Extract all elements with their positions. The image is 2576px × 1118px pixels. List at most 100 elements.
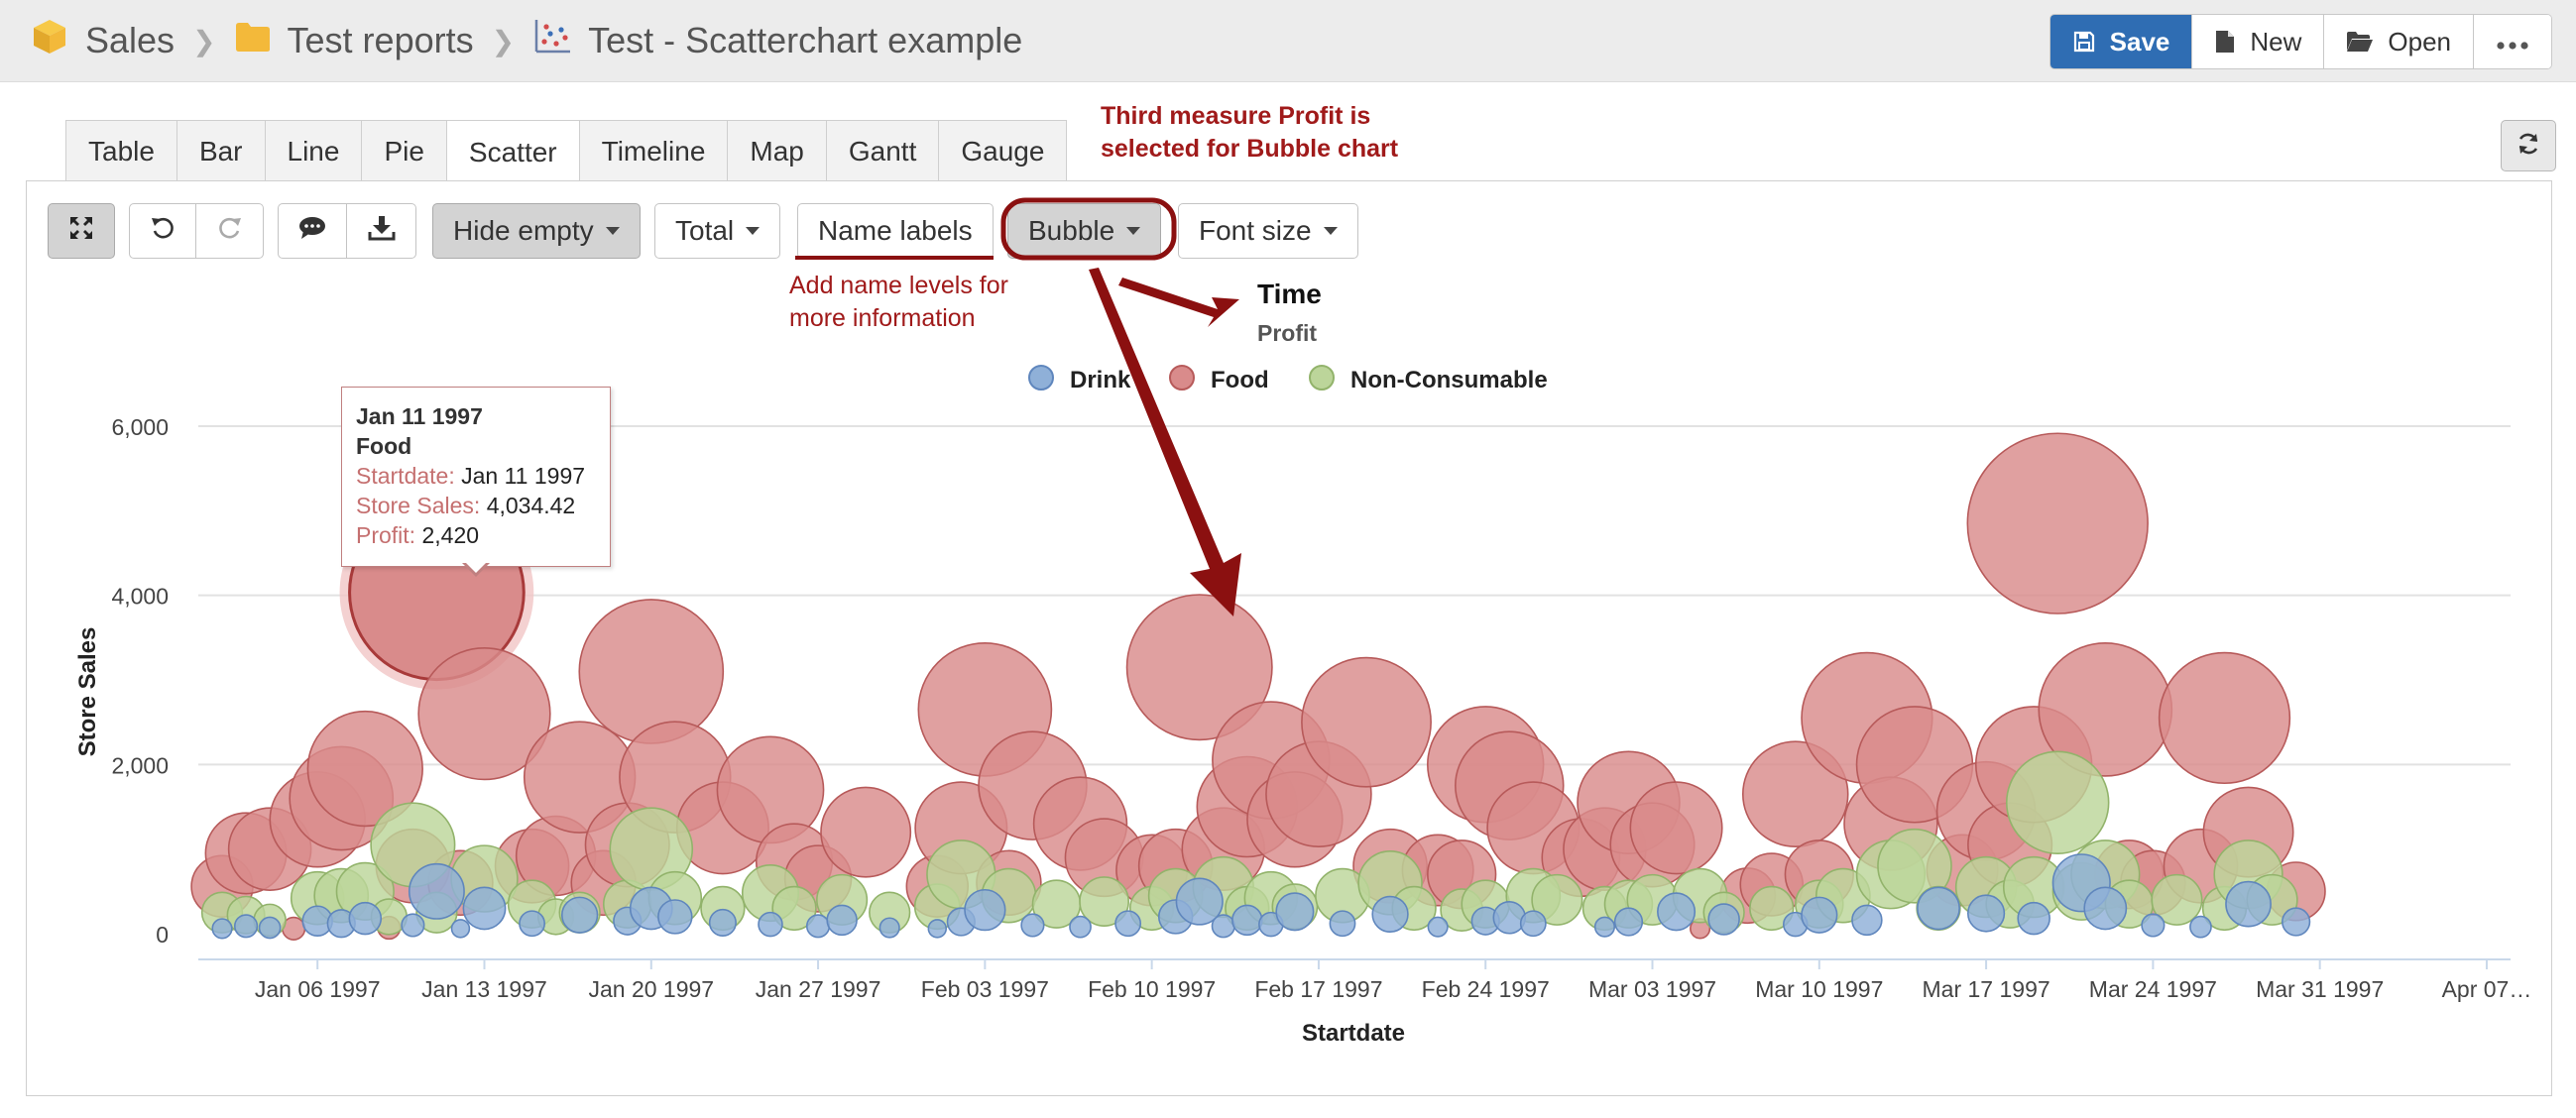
bubble-drink[interactable] <box>2017 901 2050 936</box>
bubble-drink[interactable] <box>1329 910 1356 938</box>
legend-marker-drink[interactable] <box>1028 365 1054 391</box>
x-tick-label: Jan 06 1997 <box>255 976 381 1002</box>
bubble-drink[interactable] <box>1211 914 1235 939</box>
font-size-button[interactable]: Font size <box>1178 203 1358 259</box>
refresh-button[interactable] <box>2501 120 2556 171</box>
breadcrumb-item-sales[interactable]: Sales <box>30 17 175 65</box>
bubble-drink[interactable] <box>1593 916 1616 938</box>
x-tick-label: Jan 27 1997 <box>756 976 881 1002</box>
bubble-drink[interactable] <box>1657 892 1697 932</box>
bubble-drink[interactable] <box>1492 901 1527 935</box>
name-labels-button[interactable]: Name labels <box>797 203 994 259</box>
total-button[interactable]: Total <box>654 203 781 259</box>
legend-label-drink[interactable]: Drink <box>1070 367 1131 393</box>
bubble-drink[interactable] <box>878 917 900 939</box>
hide-empty-button[interactable]: Hide empty <box>432 203 641 259</box>
save-button[interactable]: Save <box>2049 15 2192 68</box>
bubble-non-consumable[interactable] <box>771 885 817 932</box>
bubble-drink[interactable] <box>927 919 948 939</box>
bubble-drink[interactable] <box>348 901 383 936</box>
undo-button[interactable] <box>129 203 196 259</box>
tab-line[interactable]: Line <box>265 120 363 181</box>
bubble-drink[interactable] <box>408 862 465 920</box>
tab-map[interactable]: Map <box>728 120 827 181</box>
bubble-non-consumable[interactable] <box>1749 885 1795 932</box>
bubble-drink[interactable] <box>708 908 737 937</box>
bubble-food[interactable] <box>1741 740 1849 847</box>
bubble-button[interactable]: Bubble <box>1007 203 1162 259</box>
bubble-food[interactable] <box>1301 656 1432 788</box>
bubble-drink[interactable] <box>2083 886 2128 931</box>
bubble-drink[interactable] <box>1175 877 1224 926</box>
bubble-food[interactable] <box>820 786 912 878</box>
open-button[interactable]: Open <box>2323 15 2473 68</box>
tab-scatter[interactable]: Scatter <box>446 120 580 184</box>
bubble-drink[interactable] <box>401 913 425 938</box>
bubble-drink[interactable] <box>805 914 831 939</box>
total-dropdown: Total <box>654 203 781 259</box>
comment-button[interactable] <box>278 203 347 259</box>
legend-marker-non-consumable[interactable] <box>1309 365 1335 391</box>
bubble-drink[interactable] <box>1519 910 1547 938</box>
bubble-drink[interactable] <box>1707 903 1740 936</box>
bubble-food[interactable] <box>1966 432 2149 615</box>
bubble-drink[interactable] <box>1114 910 1142 938</box>
bubble-drink[interactable] <box>1613 907 1644 937</box>
redo-button[interactable] <box>196 203 264 259</box>
bubble-drink[interactable] <box>450 919 471 939</box>
bubble-drink[interactable] <box>1966 894 2006 933</box>
breadcrumb-item-test-reports[interactable]: Test reports <box>234 20 474 62</box>
tab-pie[interactable]: Pie <box>362 120 447 181</box>
bubble-drink[interactable] <box>1851 904 1883 937</box>
bubble-drink[interactable] <box>1069 915 1092 939</box>
bubble-food[interactable] <box>578 599 725 744</box>
bubble-non-consumable[interactable] <box>2005 750 2110 854</box>
bubble-food[interactable] <box>417 646 551 781</box>
bubble-drink[interactable] <box>1801 896 1838 934</box>
bubble-drink[interactable] <box>258 916 282 940</box>
bubble-highlight-ring <box>1000 197 1177 261</box>
bubble-label: Bubble <box>1028 215 1115 246</box>
bubble-food[interactable] <box>1629 781 1723 875</box>
bubble-non-consumable[interactable] <box>1531 873 1583 926</box>
tab-gantt[interactable]: Gantt <box>826 120 940 181</box>
bubble-drink[interactable] <box>2189 915 2212 939</box>
bubble-drink[interactable] <box>561 896 599 934</box>
bubble-food[interactable] <box>306 710 423 828</box>
bubble-drink[interactable] <box>2281 907 2311 937</box>
bubble-drink[interactable] <box>1275 892 1315 932</box>
tooltip-sales-value: 4,034.42 <box>486 493 576 518</box>
bubble-drink[interactable] <box>758 911 783 938</box>
bubble-drink[interactable] <box>233 914 259 939</box>
bubble-drink[interactable] <box>2141 913 2166 938</box>
bubble-drink[interactable] <box>1371 895 1409 934</box>
bubble-non-consumable[interactable] <box>2151 873 2203 926</box>
download-button[interactable] <box>347 203 416 259</box>
bubble-food[interactable] <box>1125 594 1273 741</box>
bubble-drink[interactable] <box>826 904 858 937</box>
bubble-non-consumable[interactable] <box>1877 828 1952 904</box>
bubble-drink[interactable] <box>1020 913 1045 938</box>
bubble-food[interactable] <box>2158 651 2291 785</box>
legend-label-non-consumable[interactable]: Non-Consumable <box>1350 367 1548 393</box>
bubble-drink[interactable] <box>657 899 693 935</box>
legend-label-food[interactable]: Food <box>1211 367 1269 393</box>
bubble-non-consumable[interactable] <box>1079 876 1129 927</box>
bubble-drink[interactable] <box>964 888 1006 932</box>
breadcrumb-label-test-reports: Test reports <box>287 20 474 60</box>
tab-bar[interactable]: Bar <box>176 120 266 181</box>
bubble-drink[interactable] <box>519 910 546 938</box>
tab-timeline[interactable]: Timeline <box>579 120 729 181</box>
fullscreen-button[interactable] <box>48 203 115 259</box>
bubble-drink[interactable] <box>1427 916 1449 938</box>
more-options-button[interactable] <box>2473 15 2551 68</box>
bubble-drink[interactable] <box>1917 886 1960 931</box>
bubble-drink[interactable] <box>1231 904 1263 937</box>
bubble-drink[interactable] <box>2225 880 2272 928</box>
tab-table[interactable]: Table <box>65 120 177 181</box>
bubble-drink[interactable] <box>462 886 507 931</box>
bubble-drink[interactable] <box>211 918 233 940</box>
new-button[interactable]: New <box>2191 15 2324 68</box>
legend-marker-food[interactable] <box>1169 365 1195 391</box>
tab-gauge[interactable]: Gauge <box>939 120 1068 181</box>
